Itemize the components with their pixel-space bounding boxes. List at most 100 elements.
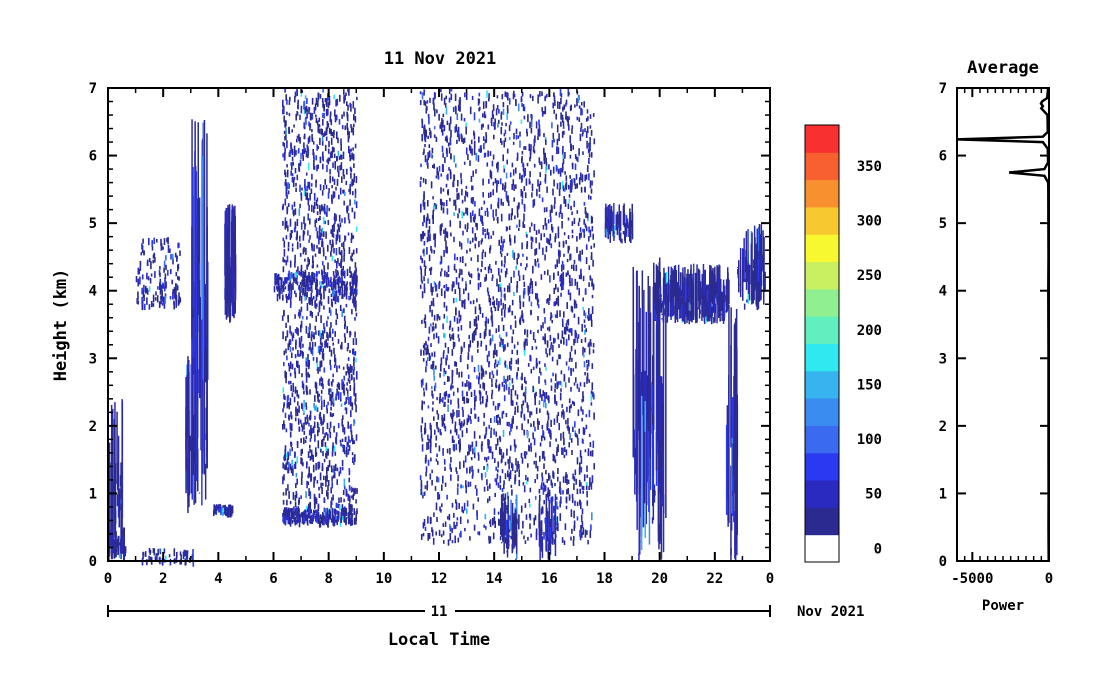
heatmap-cell [346, 111, 348, 117]
heatmap-cell [423, 401, 425, 405]
heatmap-cell [314, 496, 317, 505]
heatmap-cell [449, 429, 452, 434]
heatmap-cell [501, 455, 503, 463]
heatmap-cell [355, 434, 358, 441]
heatmap-cell [111, 480, 114, 544]
heatmap-cell [296, 218, 299, 226]
heatmap-cell [558, 256, 560, 264]
heatmap-cell [447, 516, 449, 520]
heatmap-cell [339, 94, 341, 102]
heatmap-cell [286, 277, 288, 284]
heatmap-cell [542, 390, 545, 396]
heatmap-cell [514, 533, 516, 546]
heatmap-cell [487, 232, 490, 240]
heatmap-cell [511, 523, 513, 538]
heatmap-cell [299, 137, 301, 144]
heatmap-cell [445, 247, 447, 253]
heatmap-cell [353, 419, 355, 426]
heatmap-cell [545, 139, 547, 145]
heatmap-cell [557, 411, 560, 416]
heatmap-cell [556, 501, 558, 508]
heatmap-cell [427, 200, 429, 207]
heatmap-cell [492, 189, 494, 196]
heatmap-cell [585, 211, 587, 219]
heatmap-cell [317, 312, 320, 317]
heatmap-cell [311, 134, 313, 141]
heatmap-cell [110, 530, 113, 546]
heatmap-cell [497, 161, 499, 166]
heatmap-cell [576, 383, 579, 389]
heatmap-cell [562, 157, 565, 165]
heatmap-cell [301, 187, 303, 191]
heatmap-cell [285, 376, 287, 384]
heatmap-cell [513, 291, 515, 296]
heatmap-cell [508, 473, 511, 481]
heatmap-cell [534, 394, 536, 398]
heatmap-cell [528, 296, 531, 302]
heatmap-cell [430, 323, 432, 327]
heatmap-cell [339, 187, 342, 195]
heatmap-cell [339, 519, 342, 527]
heatmap-cell [498, 435, 501, 440]
heatmap-cell [545, 532, 547, 551]
heatmap-cell [293, 201, 296, 207]
heatmap-cell [554, 197, 556, 205]
heatmap-cell [447, 394, 450, 399]
heatmap-cell [344, 191, 346, 196]
heatmap-cell [447, 539, 450, 546]
heatmap-cell [348, 396, 350, 405]
heatmap-cell [161, 297, 164, 302]
heatmap-cell [448, 88, 451, 94]
heatmap-cell [556, 138, 559, 146]
heatmap-cell [550, 344, 552, 350]
heatmap-cell [323, 132, 325, 138]
heatmap-cell [619, 232, 622, 243]
heatmap-cell [293, 506, 295, 514]
heatmap-cell [559, 392, 562, 401]
heatmap-cell [562, 409, 564, 416]
heatmap-cell [592, 391, 594, 397]
heatmap-cell [487, 485, 489, 491]
heatmap-cell [501, 308, 503, 316]
heatmap-cell [673, 265, 676, 297]
heatmap-cell [543, 147, 545, 155]
heatmap-cell [466, 207, 469, 216]
heatmap-cell [449, 197, 451, 202]
heatmap-cell [521, 151, 524, 155]
heatmap-cell [178, 276, 180, 281]
heatmap-cell [488, 329, 491, 336]
heatmap-cell [425, 347, 427, 356]
heatmap-cell [580, 482, 582, 487]
heatmap-cell [333, 465, 335, 473]
heatmap-cell [542, 225, 545, 230]
heatmap-cell [464, 299, 466, 304]
heatmap-cell [489, 483, 491, 489]
heatmap-cell [477, 282, 480, 291]
heatmap-cell [309, 502, 311, 509]
heatmap-cell [483, 152, 486, 158]
heatmap-cell [142, 290, 145, 298]
heatmap-cell [339, 222, 342, 228]
heatmap-cell [523, 485, 526, 493]
heatmap-cell [638, 285, 640, 495]
heatmap-cell [343, 498, 345, 503]
heatmap-cell [522, 520, 524, 529]
heatmap-cell [584, 329, 586, 335]
heatmap-cell [476, 488, 478, 496]
heatmap-cell [304, 295, 306, 301]
heatmap-cell [308, 276, 310, 283]
heatmap-cell [567, 488, 569, 495]
heatmap-cell [580, 268, 582, 275]
heatmap-cell [477, 452, 480, 456]
heatmap-cell [444, 466, 446, 471]
heatmap-cell [472, 197, 474, 202]
heatmap-cell [577, 316, 580, 325]
heatmap-cell [323, 103, 325, 112]
heatmap-cell [518, 219, 521, 228]
heatmap-cell [553, 179, 555, 187]
heatmap-cell [451, 349, 454, 356]
heatmap-cell [331, 147, 334, 153]
heatmap-cell [471, 355, 473, 363]
heatmap-cell [574, 329, 577, 338]
heatmap-cell [638, 552, 640, 561]
